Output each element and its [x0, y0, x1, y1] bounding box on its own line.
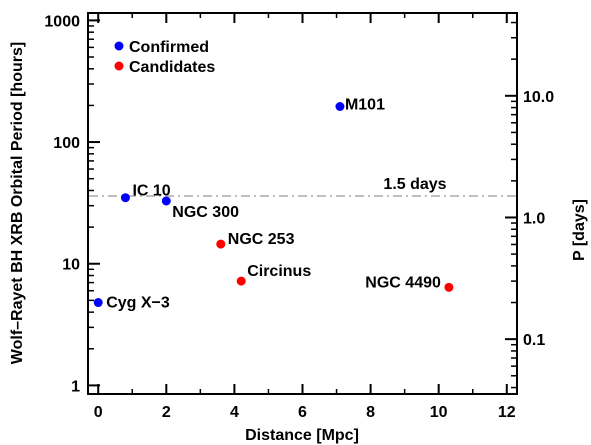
- y2-axis-label: P [days]: [571, 199, 588, 261]
- point-label: NGC 4490: [365, 274, 441, 291]
- x-axis-label: Distance [Mpc]: [245, 427, 359, 444]
- point-label: IC 10: [132, 183, 170, 200]
- x-tick-label: 12: [498, 404, 516, 421]
- legend-marker: [114, 61, 124, 71]
- point-label: NGC 300: [172, 204, 239, 221]
- y-tick-label: 10: [62, 257, 80, 274]
- legend-label: Candidates: [129, 59, 215, 76]
- data-point: [93, 298, 103, 308]
- reference-line-label: 1.5 days: [383, 176, 446, 193]
- legend-marker: [114, 41, 124, 51]
- data-point: [335, 102, 345, 112]
- point-label: NGC 253: [228, 231, 295, 248]
- x-tick-label: 6: [298, 404, 307, 421]
- point-label: Cyg X−3: [106, 295, 170, 312]
- x-tick-label: 2: [162, 404, 171, 421]
- y2-tick-label: 10.0: [523, 89, 554, 106]
- data-point: [161, 196, 171, 206]
- data-point: [236, 276, 246, 286]
- x-tick-label: 0: [94, 404, 103, 421]
- y-tick-label: 1000: [44, 13, 80, 30]
- legend-label: Confirmed: [129, 39, 209, 56]
- y-tick-label: 1: [71, 378, 80, 395]
- data-point: [120, 193, 130, 203]
- y2-tick-label: 1.0: [523, 210, 545, 227]
- x-tick-label: 4: [230, 404, 239, 421]
- data-point: [444, 282, 454, 292]
- point-label: M101: [345, 97, 385, 114]
- x-tick-label: 8: [366, 404, 375, 421]
- y-axis-label: Wolf–Rayet BH XRB Orbital Period [hours]: [9, 42, 26, 364]
- point-label: Circinus: [247, 263, 311, 280]
- data-point: [216, 239, 226, 249]
- y-tick-label: 100: [53, 135, 80, 152]
- y2-tick-label: 0.1: [523, 332, 545, 349]
- x-tick-label: 10: [430, 404, 448, 421]
